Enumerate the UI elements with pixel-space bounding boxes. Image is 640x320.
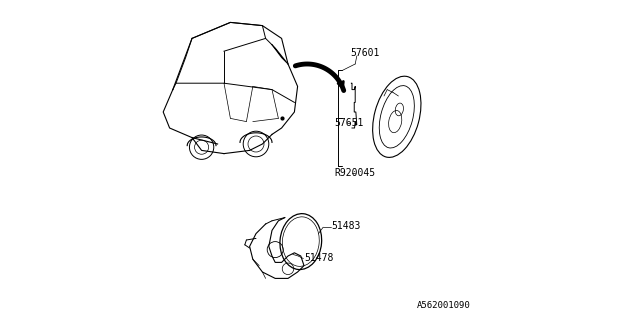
Text: A562001090: A562001090 <box>417 301 470 310</box>
Text: 57601: 57601 <box>351 48 380 58</box>
Text: 51478: 51478 <box>304 253 333 263</box>
Text: 57651: 57651 <box>334 118 364 128</box>
Text: 51483: 51483 <box>332 221 360 231</box>
Text: R920045: R920045 <box>334 168 376 178</box>
